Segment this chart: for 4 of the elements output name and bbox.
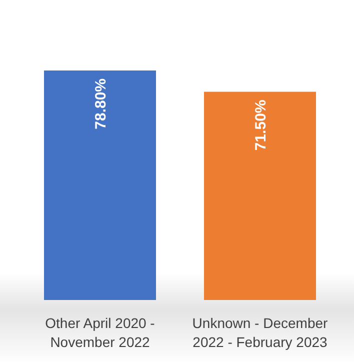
x-tick-label: Other April 2020 - November 2022 — [45, 315, 156, 350]
x-tick-label: Unknown - December 2022 - February 2023 — [192, 315, 328, 350]
data-label: 71.50% — [252, 100, 270, 151]
data-label: 78.80% — [92, 78, 110, 130]
